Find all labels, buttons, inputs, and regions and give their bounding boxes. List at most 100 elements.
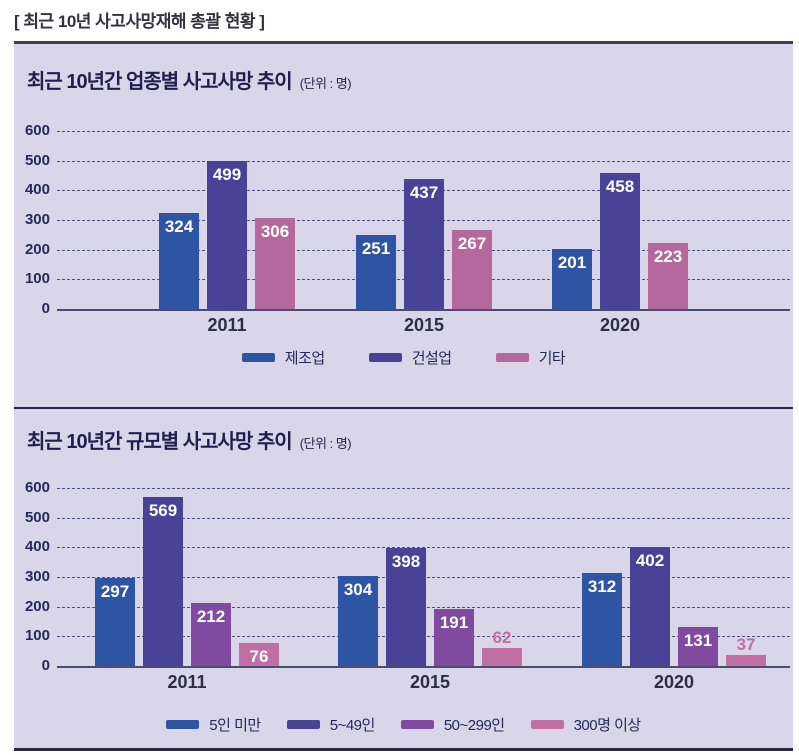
- bar-건설업-2011: [207, 161, 247, 309]
- legend-swatch-기타: [495, 353, 529, 362]
- legend-label: 기타: [538, 350, 566, 367]
- size-chart-plot: 0 100 200 300 400 500 600 297 569 212 76 2011 304 398…: [14, 479, 793, 692]
- bar-기타-2011: [255, 218, 295, 309]
- legend-item-제조업: 제조업: [241, 347, 325, 368]
- bar-value-label: 324: [164, 217, 194, 236]
- legend-swatch-5~49인: [286, 720, 320, 729]
- legend-swatch-5인 미만: [166, 720, 200, 729]
- bar-건설업-2015: [404, 179, 444, 309]
- legend-label: 300명 이상: [573, 717, 642, 734]
- bar-50~299인-2011: [191, 603, 231, 666]
- y-tick-label: 600: [24, 479, 50, 496]
- x-axis-label-2011: 2011: [167, 672, 207, 692]
- bar-5인 미만-2015: [338, 576, 378, 666]
- gridline-600: [57, 131, 790, 132]
- bar-value-label: 212: [196, 607, 226, 626]
- y-tick-label: 400: [24, 538, 50, 555]
- legend-swatch-300명 이상: [530, 720, 564, 729]
- bar-value-label: 499: [212, 165, 242, 184]
- x-axis-label-2020: 2020: [599, 315, 641, 335]
- y-tick-label: 200: [24, 598, 50, 615]
- industry-chart-title: 최근 10년간 업종별 사고사망 추이 (단위 : 명): [27, 65, 352, 94]
- bar-건설업-2020: [600, 173, 640, 309]
- gridline-500: [57, 518, 790, 519]
- legend-label: 50~299인: [443, 717, 505, 734]
- industry-chart-legend: 제조업 건설업 기타: [14, 347, 793, 368]
- legend-item-5~49인: 5~49인: [286, 714, 376, 735]
- y-tick-label: 400: [24, 181, 50, 198]
- bar-50~299인-2020: [678, 627, 718, 666]
- bar-5~49인-2011: [143, 497, 183, 666]
- bar-제조업-2020: [552, 249, 592, 309]
- y-tick-label: 600: [24, 122, 50, 139]
- bar-value-label: 437: [409, 183, 439, 202]
- bar-기타-2015: [452, 230, 492, 309]
- y-tick-label: 100: [24, 627, 50, 644]
- size-chart-unit-label: (단위 : 명): [299, 436, 352, 451]
- y-tick-label: 500: [24, 152, 50, 169]
- bar-제조업-2011: [159, 213, 199, 309]
- bar-value-label: 267: [457, 234, 487, 253]
- bar-value-label: 306: [260, 222, 290, 241]
- x-axis-label-2011: 2011: [207, 315, 247, 335]
- x-axis-label-2020: 2020: [653, 672, 695, 692]
- size-chart-title-text: 최근 10년간 규모별 사고사망 추이: [27, 431, 293, 453]
- bar-value-label: 458: [605, 177, 635, 196]
- legend-label: 건설업: [411, 350, 452, 367]
- gridline-600: [57, 488, 790, 489]
- x-axis-line: [57, 666, 790, 668]
- size-chart-title: 최근 10년간 규모별 사고사망 추이 (단위 : 명): [27, 425, 352, 454]
- y-tick-label: 100: [24, 270, 50, 287]
- x-axis-label-2015: 2015: [409, 672, 451, 692]
- bar-5~49인-2020: [630, 547, 670, 666]
- size-chart-legend: 5인 미만 5~49인 50~299인 300명 이상: [14, 714, 793, 735]
- industry-chart-plot: 0 100 200 300 400 500 600 324 499 306 2011 251 437 26…: [14, 122, 793, 335]
- legend-label: 제조업: [284, 350, 325, 367]
- x-axis-line: [57, 309, 790, 311]
- bar-value-label: 191: [439, 613, 469, 632]
- bar-value-label: 251: [361, 239, 391, 258]
- y-tick-label: 300: [24, 211, 50, 228]
- y-tick-label: 0: [41, 300, 50, 317]
- bar-5~49인-2015: [386, 548, 426, 666]
- legend-item-50~299인: 50~299인: [400, 714, 505, 735]
- legend-swatch-50~299인: [400, 720, 434, 729]
- legend-label: 5~49인: [329, 717, 376, 734]
- y-tick-label: 200: [24, 241, 50, 258]
- bar-기타-2020: [648, 243, 688, 309]
- section-divider: [14, 407, 793, 409]
- legend-item-5인 미만: 5인 미만: [166, 714, 261, 735]
- legend-swatch-제조업: [241, 353, 275, 362]
- page-title: [ 최근 10년 사고사망재해 총괄 현황 ]: [14, 12, 265, 31]
- legend-item-기타: 기타: [495, 347, 566, 368]
- gridline-400: [57, 547, 790, 548]
- bar-value-label: 312: [587, 577, 617, 596]
- bar-5인 미만-2020: [582, 573, 622, 666]
- x-axis-label-2015: 2015: [403, 315, 445, 335]
- bar-value-label: 569: [148, 501, 178, 520]
- bar-300명 이상-2015: [482, 648, 522, 666]
- bar-value-label: 131: [683, 631, 713, 650]
- bar-value-label: 297: [100, 582, 130, 601]
- bar-value-label: 62: [492, 628, 512, 647]
- gridline-500: [57, 161, 790, 162]
- legend-item-건설업: 건설업: [368, 347, 452, 368]
- y-tick-label: 300: [24, 568, 50, 585]
- bar-value-label: 37: [736, 635, 756, 654]
- bar-value-label: 201: [557, 253, 587, 272]
- bar-value-label: 304: [343, 580, 373, 599]
- bar-value-label: 76: [249, 647, 269, 666]
- bar-300명 이상-2020: [726, 655, 766, 666]
- bar-300명 이상-2011: [239, 643, 279, 666]
- bar-value-label: 402: [635, 551, 665, 570]
- y-tick-label: 500: [24, 509, 50, 526]
- legend-label: 5인 미만: [209, 717, 261, 734]
- bar-5인 미만-2011: [95, 578, 135, 666]
- bar-value-label: 398: [391, 552, 421, 571]
- bar-value-label: 223: [653, 247, 683, 266]
- bar-제조업-2015: [356, 235, 396, 309]
- bar-50~299인-2015: [434, 609, 474, 666]
- report-panel: 최근 10년간 업종별 사고사망 추이 (단위 : 명) 0 100 200 300 4…: [14, 41, 793, 751]
- legend-item-300명 이상: 300명 이상: [530, 714, 642, 735]
